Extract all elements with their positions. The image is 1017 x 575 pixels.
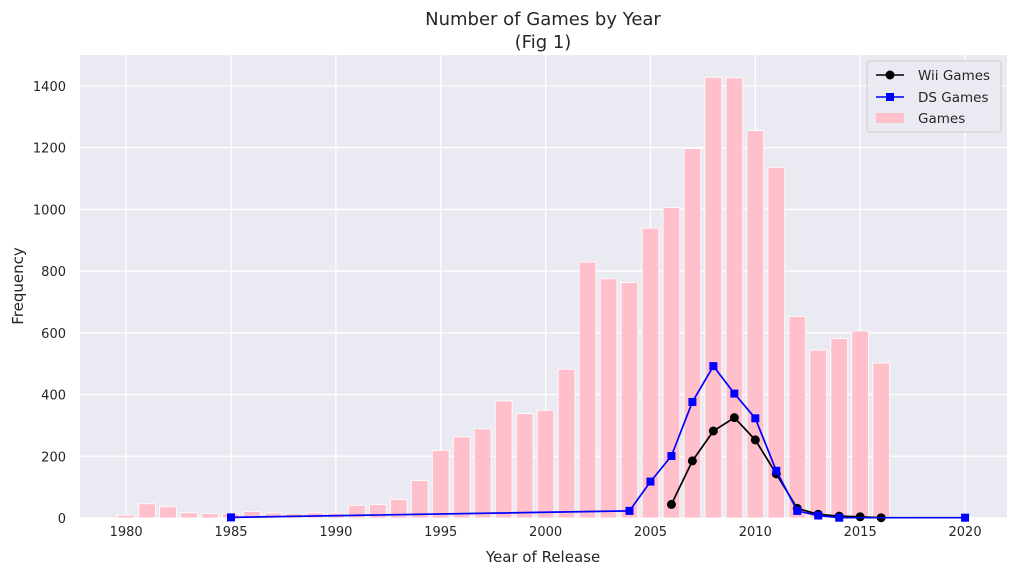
y-tick-label: 1400 [33, 80, 66, 95]
ds-games-point [667, 451, 676, 460]
chart-title: Number of Games by Year [425, 9, 661, 30]
bar-1994 [410, 480, 429, 519]
y-tick-label: 1000 [33, 203, 66, 218]
bar-2000 [536, 409, 555, 519]
bar-series [117, 76, 974, 519]
bar-1995 [431, 450, 450, 519]
bar-1980 [117, 514, 135, 519]
bar-2010 [746, 130, 765, 519]
y-tick-label: 800 [41, 265, 66, 280]
bar-1998 [494, 400, 513, 519]
wii-games-point [708, 426, 718, 436]
bar-2005 [641, 227, 660, 519]
legend-wii-label: Wii Games [918, 68, 990, 84]
ds-games-point [227, 513, 236, 522]
x-tick-label: 1985 [214, 525, 247, 540]
ds-games-point [961, 513, 970, 522]
bar-1981 [138, 503, 156, 519]
x-axis-title: Year of Release [485, 548, 600, 566]
y-axis-title: Frequency [9, 247, 27, 325]
bar-2008 [704, 76, 723, 519]
ds-games-point [751, 414, 760, 423]
y-tick-label: 400 [41, 389, 66, 404]
ds-games-point [646, 477, 655, 486]
bar-2015 [851, 330, 869, 519]
ds-games-point [814, 511, 823, 520]
x-tick-label: 2015 [844, 525, 877, 540]
line-series [227, 362, 970, 523]
legend-ds-marker [886, 93, 894, 101]
bar-2013 [809, 349, 828, 519]
bar-2002 [578, 261, 597, 519]
x-tick-label: 2010 [739, 525, 772, 540]
bar-1993 [389, 499, 408, 519]
bar-1983 [180, 512, 198, 519]
ds-games-point [793, 506, 802, 515]
x-tick-label: 1980 [110, 525, 143, 540]
bar-2004 [620, 282, 639, 519]
bar-2001 [557, 368, 576, 519]
wii-games-point [666, 499, 676, 509]
wii-games-point [855, 512, 865, 522]
wii-games-point [687, 456, 697, 466]
chart-subtitle: (Fig 1) [515, 32, 572, 53]
bar-1987 [264, 512, 282, 519]
ds-games-point [835, 513, 844, 522]
bar-2007 [683, 148, 702, 519]
bar-1997 [473, 428, 492, 519]
x-tick-label: 1995 [424, 525, 457, 540]
bar-2009 [725, 77, 744, 519]
wii-games-point [750, 435, 760, 445]
x-axis-ticks: 1980 1985 1990 1995 2000 2005 2010 2015 2020 [110, 525, 982, 540]
legend-ds-label: DS Games [918, 90, 988, 106]
y-tick-label: 0 [58, 512, 66, 527]
bar-2012 [788, 316, 807, 519]
bar-2006 [662, 207, 681, 519]
bar-1996 [452, 436, 471, 519]
legend-games-swatch [876, 113, 904, 123]
y-tick-label: 1200 [33, 142, 66, 157]
legend-wii-marker [885, 70, 895, 80]
x-tick-label: 1990 [319, 525, 352, 540]
bar-2016 [872, 362, 890, 519]
bar-1986 [243, 511, 261, 519]
bar-2014 [830, 338, 849, 519]
bar-1999 [515, 413, 534, 519]
wii-games-point [729, 413, 739, 423]
y-axis-ticks: 0 200 400 600 800 1000 1200 1400 [33, 80, 66, 527]
bar-1982 [159, 506, 177, 519]
x-tick-label: 2020 [949, 525, 982, 540]
ds-games-point [709, 362, 718, 371]
x-tick-label: 2000 [529, 525, 562, 540]
ds-games-point [625, 506, 634, 515]
y-tick-label: 200 [41, 450, 66, 465]
ds-games-point [730, 389, 739, 398]
ds-games-point [688, 397, 697, 406]
x-tick-label: 2005 [634, 525, 667, 540]
bar-1984 [201, 513, 219, 519]
bar-1992 [369, 504, 387, 519]
bar-2011 [767, 166, 786, 519]
legend-games-label: Games [918, 111, 965, 127]
ds-games-point [772, 466, 781, 475]
y-tick-label: 600 [41, 327, 66, 342]
bar-2003 [599, 278, 618, 519]
legend: Wii Games DS Games Games [866, 60, 1002, 133]
